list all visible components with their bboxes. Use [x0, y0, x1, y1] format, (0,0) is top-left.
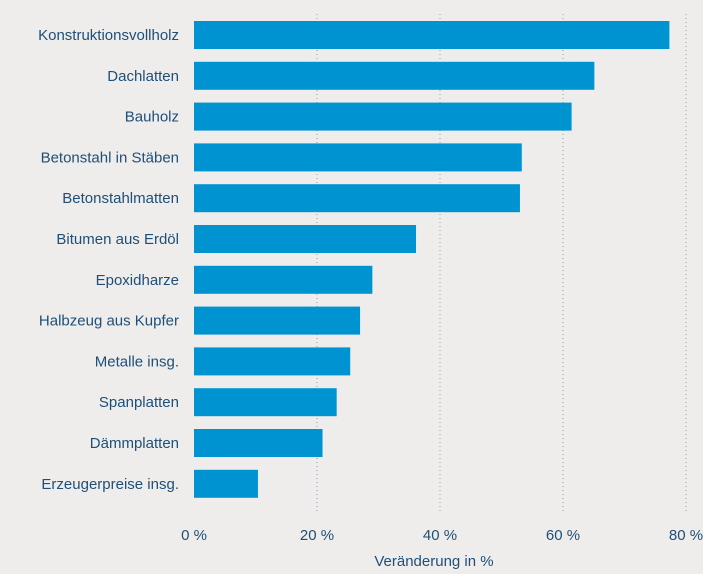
category-label: Halbzeug aus Kupfer [39, 313, 179, 330]
x-tick-label: 60 % [546, 527, 580, 544]
category-label: Erzeugerpreise insg. [41, 476, 179, 493]
bars [194, 21, 670, 498]
bar [194, 143, 522, 172]
bar [194, 184, 520, 213]
category-label: Bauholz [125, 109, 179, 126]
bar [194, 347, 351, 376]
grid-lines [316, 14, 687, 512]
x-tick-label: 20 % [300, 527, 334, 544]
bar [194, 61, 595, 90]
category-label: Metalle insg. [95, 353, 179, 370]
category-label: Konstruktionsvollholz [38, 27, 179, 44]
x-tick-label: 80 % [669, 527, 703, 544]
category-label: Dachlatten [107, 68, 179, 85]
category-label: Spanplatten [99, 394, 179, 411]
category-label: Dämmplatten [90, 435, 179, 452]
bar [194, 265, 373, 294]
x-tick-labels: 0 % 20 % 40 % 60 % 80 % [181, 527, 703, 544]
category-label: Betonstahlmatten [62, 190, 179, 207]
bar [194, 102, 572, 131]
category-label: Betonstahl in Stäben [41, 149, 179, 166]
bar [194, 388, 337, 417]
category-label: Bitumen aus Erdöl [56, 231, 179, 248]
bar [194, 225, 417, 253]
bar [194, 429, 323, 457]
category-labels: Konstruktionsvollholz Dachlatten Bauholz Be… [38, 27, 179, 493]
bar [194, 306, 361, 335]
x-tick-label: 40 % [423, 527, 457, 544]
bar [194, 469, 258, 498]
category-label: Epoxidharze [96, 272, 179, 289]
bar [194, 21, 670, 49]
x-tick-label: 0 % [181, 527, 207, 544]
x-axis-title: Veränderung in % [374, 553, 493, 569]
